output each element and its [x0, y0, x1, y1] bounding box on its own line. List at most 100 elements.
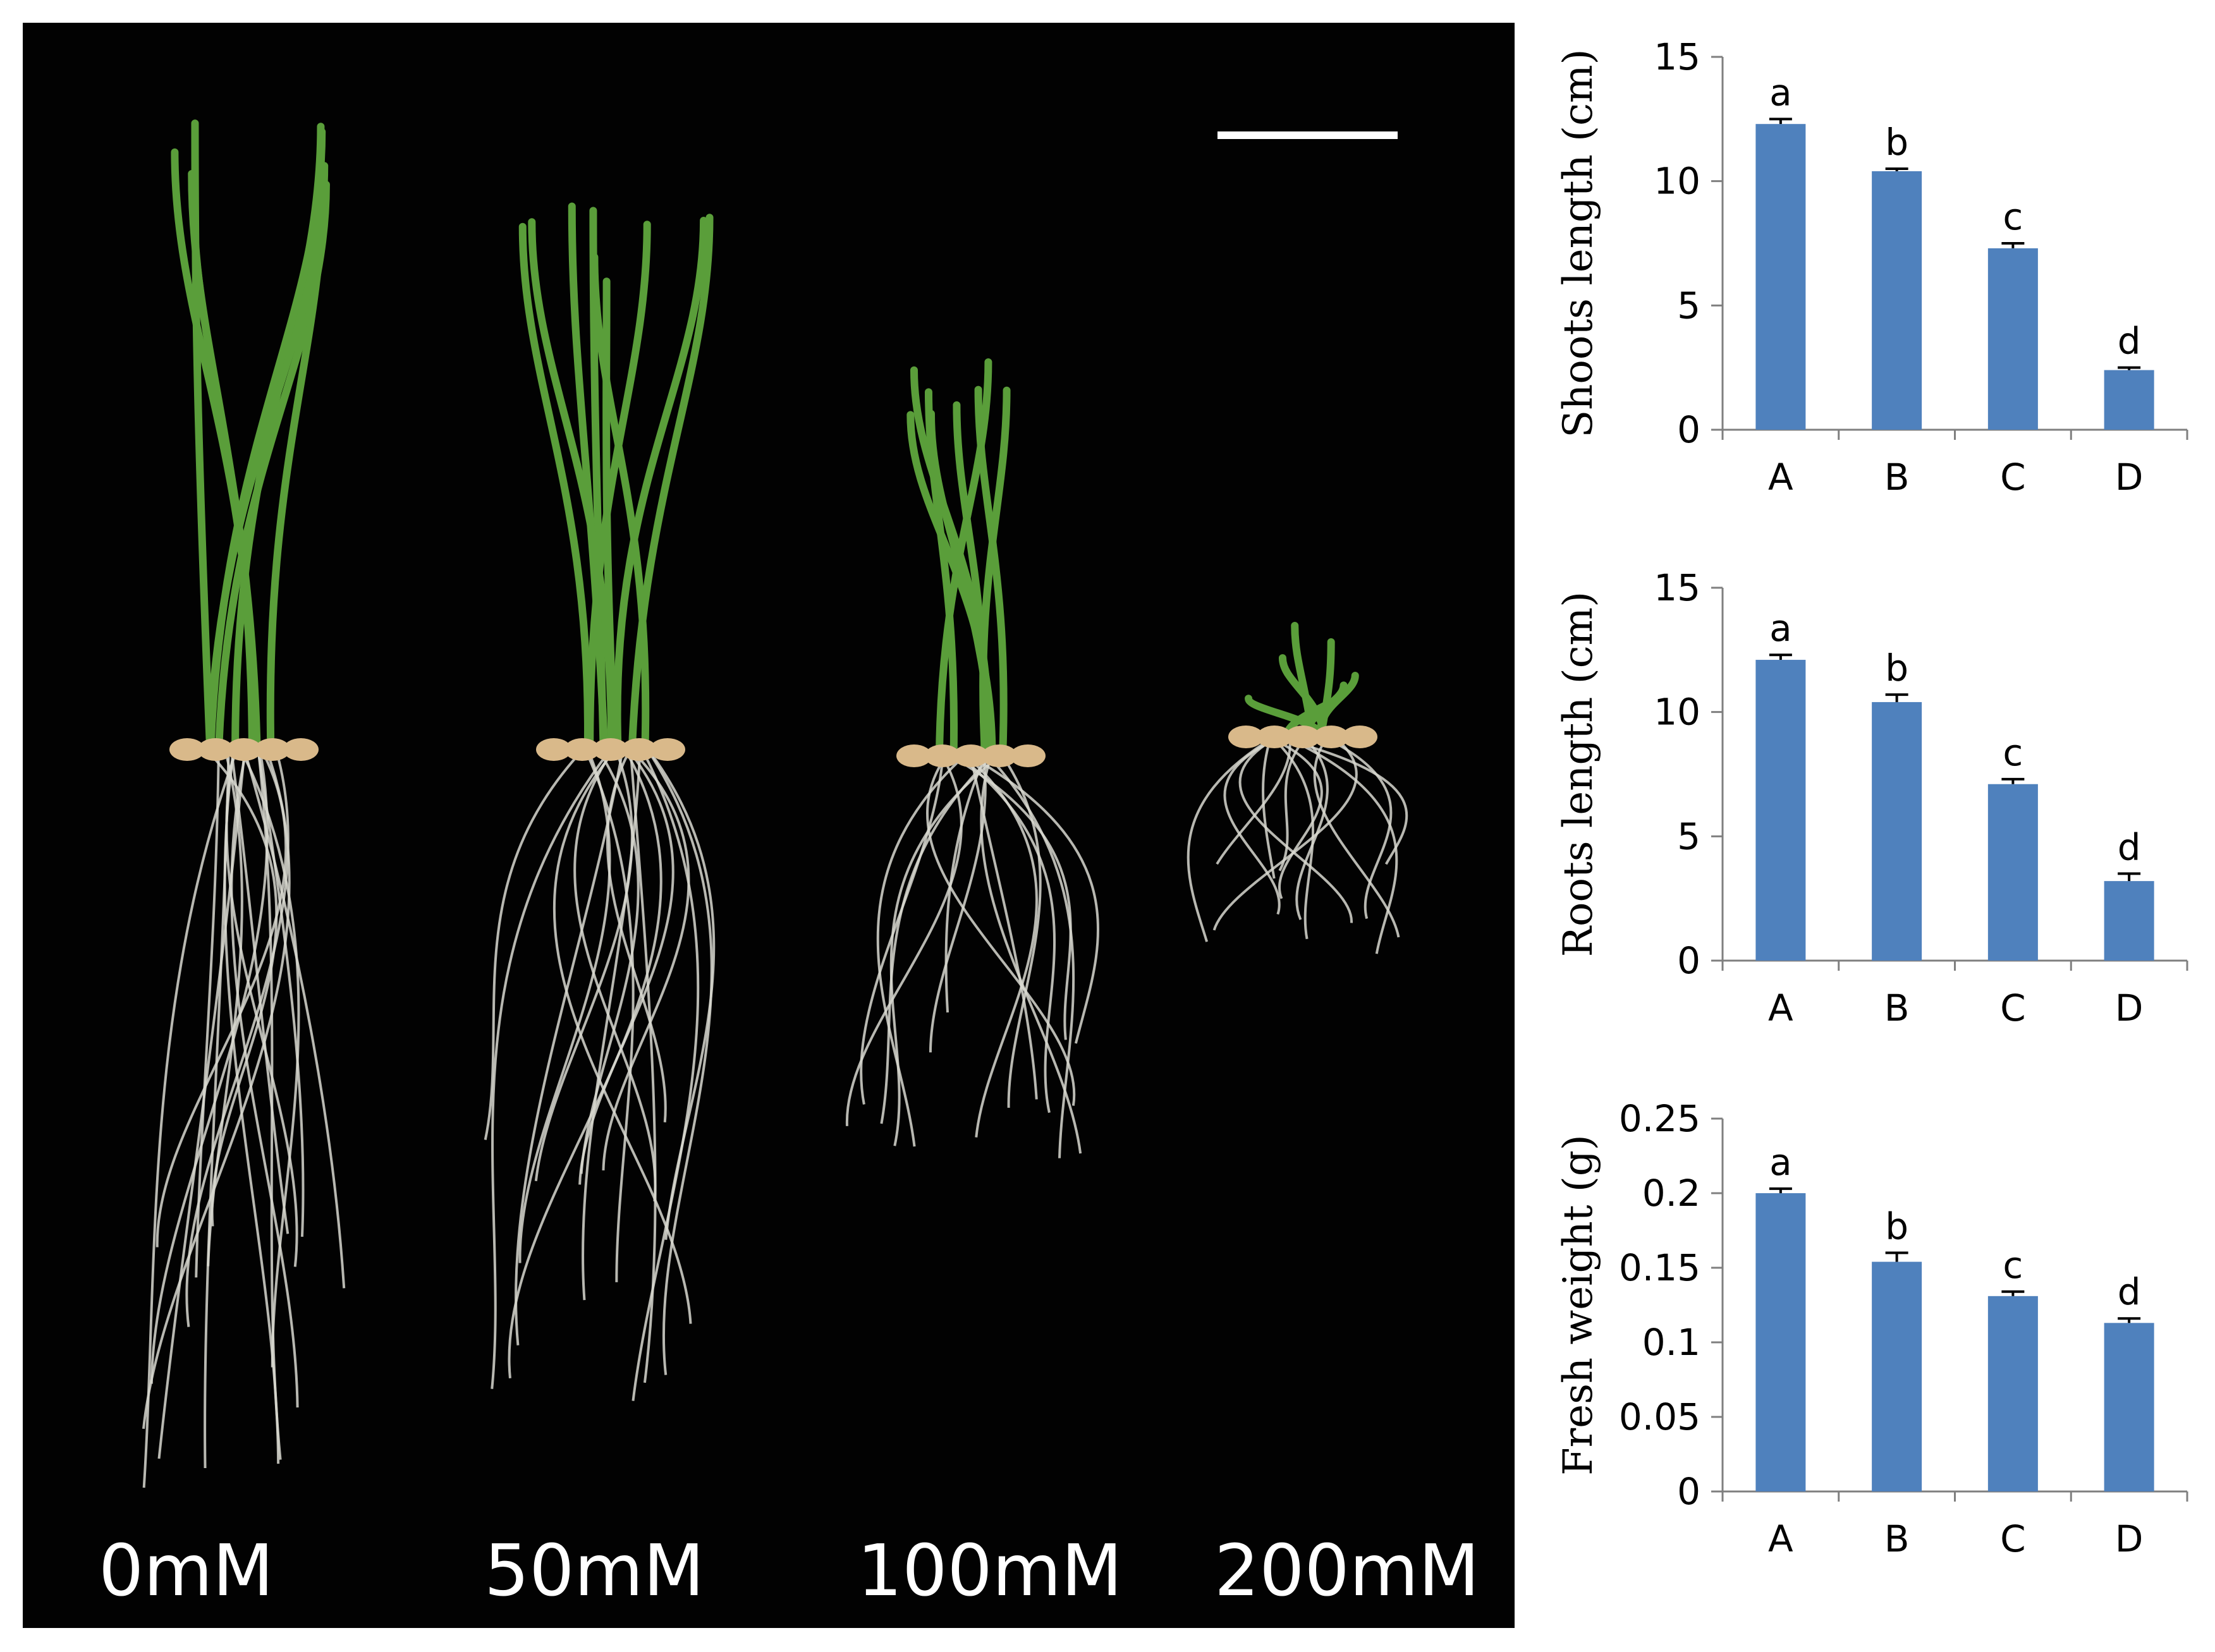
seed [621, 738, 657, 761]
seedling-photo [142, 119, 1408, 1488]
root-strand [229, 749, 290, 1234]
leaf-blade [189, 180, 261, 753]
root-strand [1238, 736, 1353, 923]
concentration-label-2: 100mM [857, 1530, 1123, 1612]
root-strand [602, 748, 690, 1170]
y-tick-label: 15 [1654, 35, 1700, 78]
seedling-photo-panel: 0mM 50mM 100mM 200mM [23, 23, 1515, 1628]
significance-letter: c [2003, 1244, 2023, 1287]
bar-B [1872, 701, 1922, 961]
significance-letter: d [2118, 320, 2141, 363]
leaf-blade [613, 217, 708, 753]
root-strand [980, 755, 1082, 1154]
root-strand [889, 755, 1001, 1146]
y-tick-label: 10 [1654, 691, 1700, 734]
seedling-group-2 [845, 358, 1100, 1158]
y-tick-label: 0 [1677, 1470, 1700, 1513]
root-strand [257, 749, 305, 1237]
y-tick-label: 0.2 [1642, 1172, 1700, 1215]
root-strand [243, 749, 346, 1289]
seed [536, 738, 571, 761]
root-strand [880, 755, 994, 1124]
root-strand [552, 748, 692, 1324]
root-strand [876, 755, 965, 1147]
leaf-blade [518, 222, 592, 753]
bar-C [1987, 784, 2038, 961]
seed [169, 738, 205, 761]
root-strand [580, 748, 640, 1174]
bar-D [2104, 881, 2154, 961]
seed [1285, 726, 1321, 748]
y-tick-label: 5 [1677, 284, 1700, 327]
root-strand [1223, 736, 1281, 915]
roots-length-chart: Roots length (cm) 0 5 10 15 a Ab Bc Cd D [1555, 566, 2188, 1029]
y-axis-label: Fresh weight (g) [1555, 1134, 1602, 1476]
root-strand [515, 749, 625, 1345]
root-strand [240, 749, 300, 1368]
x-tick-label: A [1768, 1517, 1793, 1560]
seed [896, 744, 932, 767]
root-strand [584, 749, 635, 1282]
root-strand [142, 749, 291, 1430]
significance-letter: a [1769, 607, 1792, 650]
root-strand [1322, 736, 1393, 920]
fresh-weight-chart: Fresh weight (g) 0 0.05 0.1 0.15 0.2 0.25 a Ab Bc… [1555, 1097, 2188, 1560]
root-strand [949, 755, 1072, 1040]
y-tick-label: 0 [1677, 939, 1700, 982]
root-strand [646, 748, 713, 1375]
leaf-blade [602, 277, 619, 753]
bar-C [1987, 1296, 2038, 1491]
seed [982, 744, 1017, 767]
bar-B [1872, 171, 1922, 430]
concentration-label-1: 50mM [484, 1530, 705, 1612]
concentration-label-3: 200mM [1214, 1530, 1480, 1612]
root-strand [491, 748, 612, 1389]
x-tick-label: B [1884, 1517, 1910, 1560]
significance-letter: b [1885, 121, 1908, 164]
significance-letter: d [2118, 1270, 2141, 1313]
x-tick-label: B [1884, 456, 1910, 499]
y-tick-label: 0.1 [1642, 1321, 1700, 1364]
root-strand [1284, 736, 1398, 954]
significance-letter: a [1769, 1141, 1792, 1184]
x-tick-label: C [2000, 456, 2026, 499]
bar-A [1755, 1193, 1806, 1491]
root-strand [969, 755, 1100, 1044]
root-strand [157, 749, 247, 1459]
seed [1228, 726, 1264, 748]
root-strand [1313, 736, 1400, 938]
significance-letter: c [2003, 731, 2023, 774]
root-strand [647, 748, 716, 1240]
significance-letter: c [2003, 195, 2023, 238]
y-axis-label: Roots length (cm) [1555, 592, 1602, 957]
root-strand [958, 755, 1056, 1113]
seedling-group-3 [1187, 621, 1408, 954]
seed [1342, 726, 1377, 748]
root-strand [969, 755, 1038, 1100]
root-strand [1001, 755, 1042, 1108]
root-strand [926, 755, 1076, 1106]
seed [1257, 726, 1292, 748]
seed [564, 738, 600, 761]
root-strand [230, 749, 299, 1408]
root-strand [518, 749, 611, 1263]
seed [953, 744, 989, 767]
y-tick-label: 0 [1677, 408, 1700, 451]
seedling-groups [142, 119, 1408, 1488]
root-strand [1267, 736, 1323, 899]
significance-letter: b [1885, 647, 1908, 689]
concentration-label-0: 0mM [99, 1530, 274, 1612]
shoots-length-chart: Shoots length (cm) 0 5 10 15 a Ab Bc Cd D [1555, 35, 2188, 499]
root-strand [929, 755, 987, 1053]
y-tick-label: 15 [1654, 566, 1700, 609]
root-strand [965, 755, 1038, 1138]
root-strand [1262, 736, 1276, 879]
x-tick-label: B [1884, 987, 1910, 1029]
leaf-blade [207, 128, 326, 753]
root-strand [629, 749, 657, 1383]
bar-D [2104, 370, 2154, 430]
root-strand [1278, 736, 1307, 872]
root-strand [987, 755, 1075, 1158]
root-strand [207, 749, 243, 1266]
root-strand [142, 749, 238, 1488]
